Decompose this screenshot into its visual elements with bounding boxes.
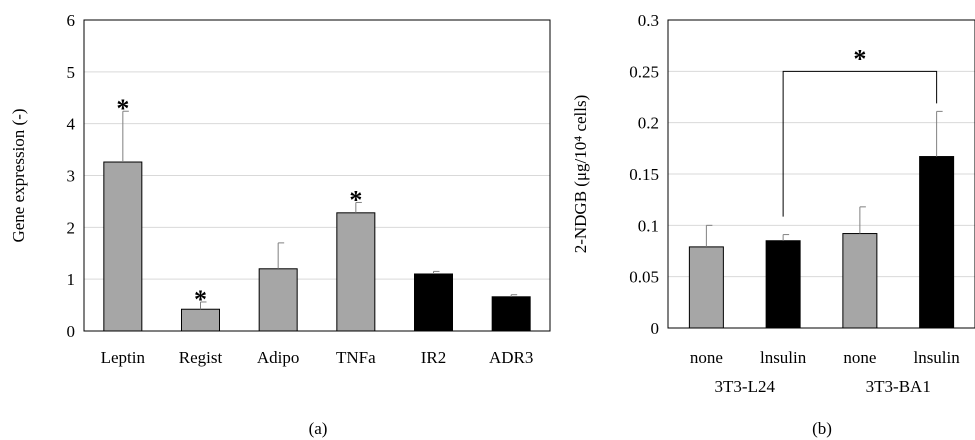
significance-star: * — [116, 94, 129, 123]
y-tick-label: 4 — [67, 115, 76, 134]
x-tick-label: lnsulin — [760, 348, 807, 367]
y-tick-label: 0 — [651, 319, 660, 338]
panel-a-y-axis-label: Gene expression (-) — [9, 108, 28, 242]
panel-a-y-tick-labels: 0 1 2 3 4 5 6 — [67, 11, 76, 341]
y-tick-label: 0.25 — [629, 62, 659, 81]
panel-b-chart: 0 0.05 0.1 0.15 0.2 0.25 0.3 none lnsulin none ln… — [571, 11, 975, 438]
group-label: 3T3-BA1 — [866, 377, 931, 396]
bar-lnsulin — [919, 156, 955, 329]
panel-a-gridlines — [84, 71, 550, 280]
y-tick-label: 1 — [67, 270, 76, 289]
y-tick-label: 0.1 — [638, 216, 659, 235]
bar-adipo — [258, 268, 298, 332]
panel-a-label: (a) — [309, 419, 328, 438]
bar-none — [688, 246, 724, 329]
bar-adr3 — [491, 296, 531, 332]
panel-b-y-tick-labels: 0 0.05 0.1 0.15 0.2 0.25 0.3 — [629, 11, 659, 338]
bar-ir2 — [414, 273, 453, 332]
x-tick-label: IR2 — [421, 348, 447, 367]
panel-a-chart: 0 1 2 3 4 5 6 * * * Leptin Regist Adipo TNFa IR2 ADR3… — [9, 11, 551, 438]
panel-b-group-labels: 3T3-L24 3T3-BA1 — [715, 377, 931, 396]
y-tick-label: 2 — [67, 218, 76, 237]
bar-lnsulin — [765, 240, 801, 329]
panel-a-bars: * * * — [103, 94, 531, 332]
bar-tnfa — [336, 212, 376, 332]
significance-star: * — [349, 185, 362, 214]
panel-a-x-tick-labels: Leptin Regist Adipo TNFa IR2 ADR3 — [101, 348, 534, 367]
y-tick-label: 5 — [67, 63, 76, 82]
panel-b-label: (b) — [812, 419, 832, 438]
bracket-line — [782, 70, 938, 217]
x-tick-label: Regist — [179, 348, 223, 367]
panel-b-y-axis-label: 2-NDGB (μg/10⁴ cells) — [571, 95, 590, 254]
bar-none — [842, 233, 878, 329]
x-tick-label: TNFa — [336, 348, 376, 367]
x-tick-label: Leptin — [101, 348, 146, 367]
significance-star: * — [194, 285, 207, 314]
bar-leptin — [103, 161, 143, 332]
y-tick-label: 3 — [67, 167, 76, 186]
group-label: 3T3-L24 — [715, 377, 776, 396]
x-tick-label: none — [690, 348, 723, 367]
y-tick-label: 0.3 — [638, 11, 659, 30]
panel-b-plot-frame — [667, 19, 975, 329]
x-tick-label: Adipo — [257, 348, 300, 367]
x-tick-label: ADR3 — [489, 348, 533, 367]
x-tick-label: lnsulin — [913, 348, 960, 367]
y-tick-label: 6 — [67, 11, 76, 30]
panel-a-plot-frame — [83, 19, 551, 332]
x-tick-label: none — [843, 348, 876, 367]
y-tick-label: 0.15 — [629, 165, 659, 184]
y-tick-label: 0.2 — [638, 114, 659, 133]
panel-b-significance-bracket: * — [782, 44, 938, 217]
panel-b-bars — [688, 110, 955, 329]
panel-b-x-tick-labels: none lnsulin none lnsulin — [690, 348, 960, 367]
y-tick-label: 0.05 — [629, 268, 659, 287]
y-tick-label: 0 — [67, 322, 76, 341]
bracket-star: * — [853, 44, 866, 73]
